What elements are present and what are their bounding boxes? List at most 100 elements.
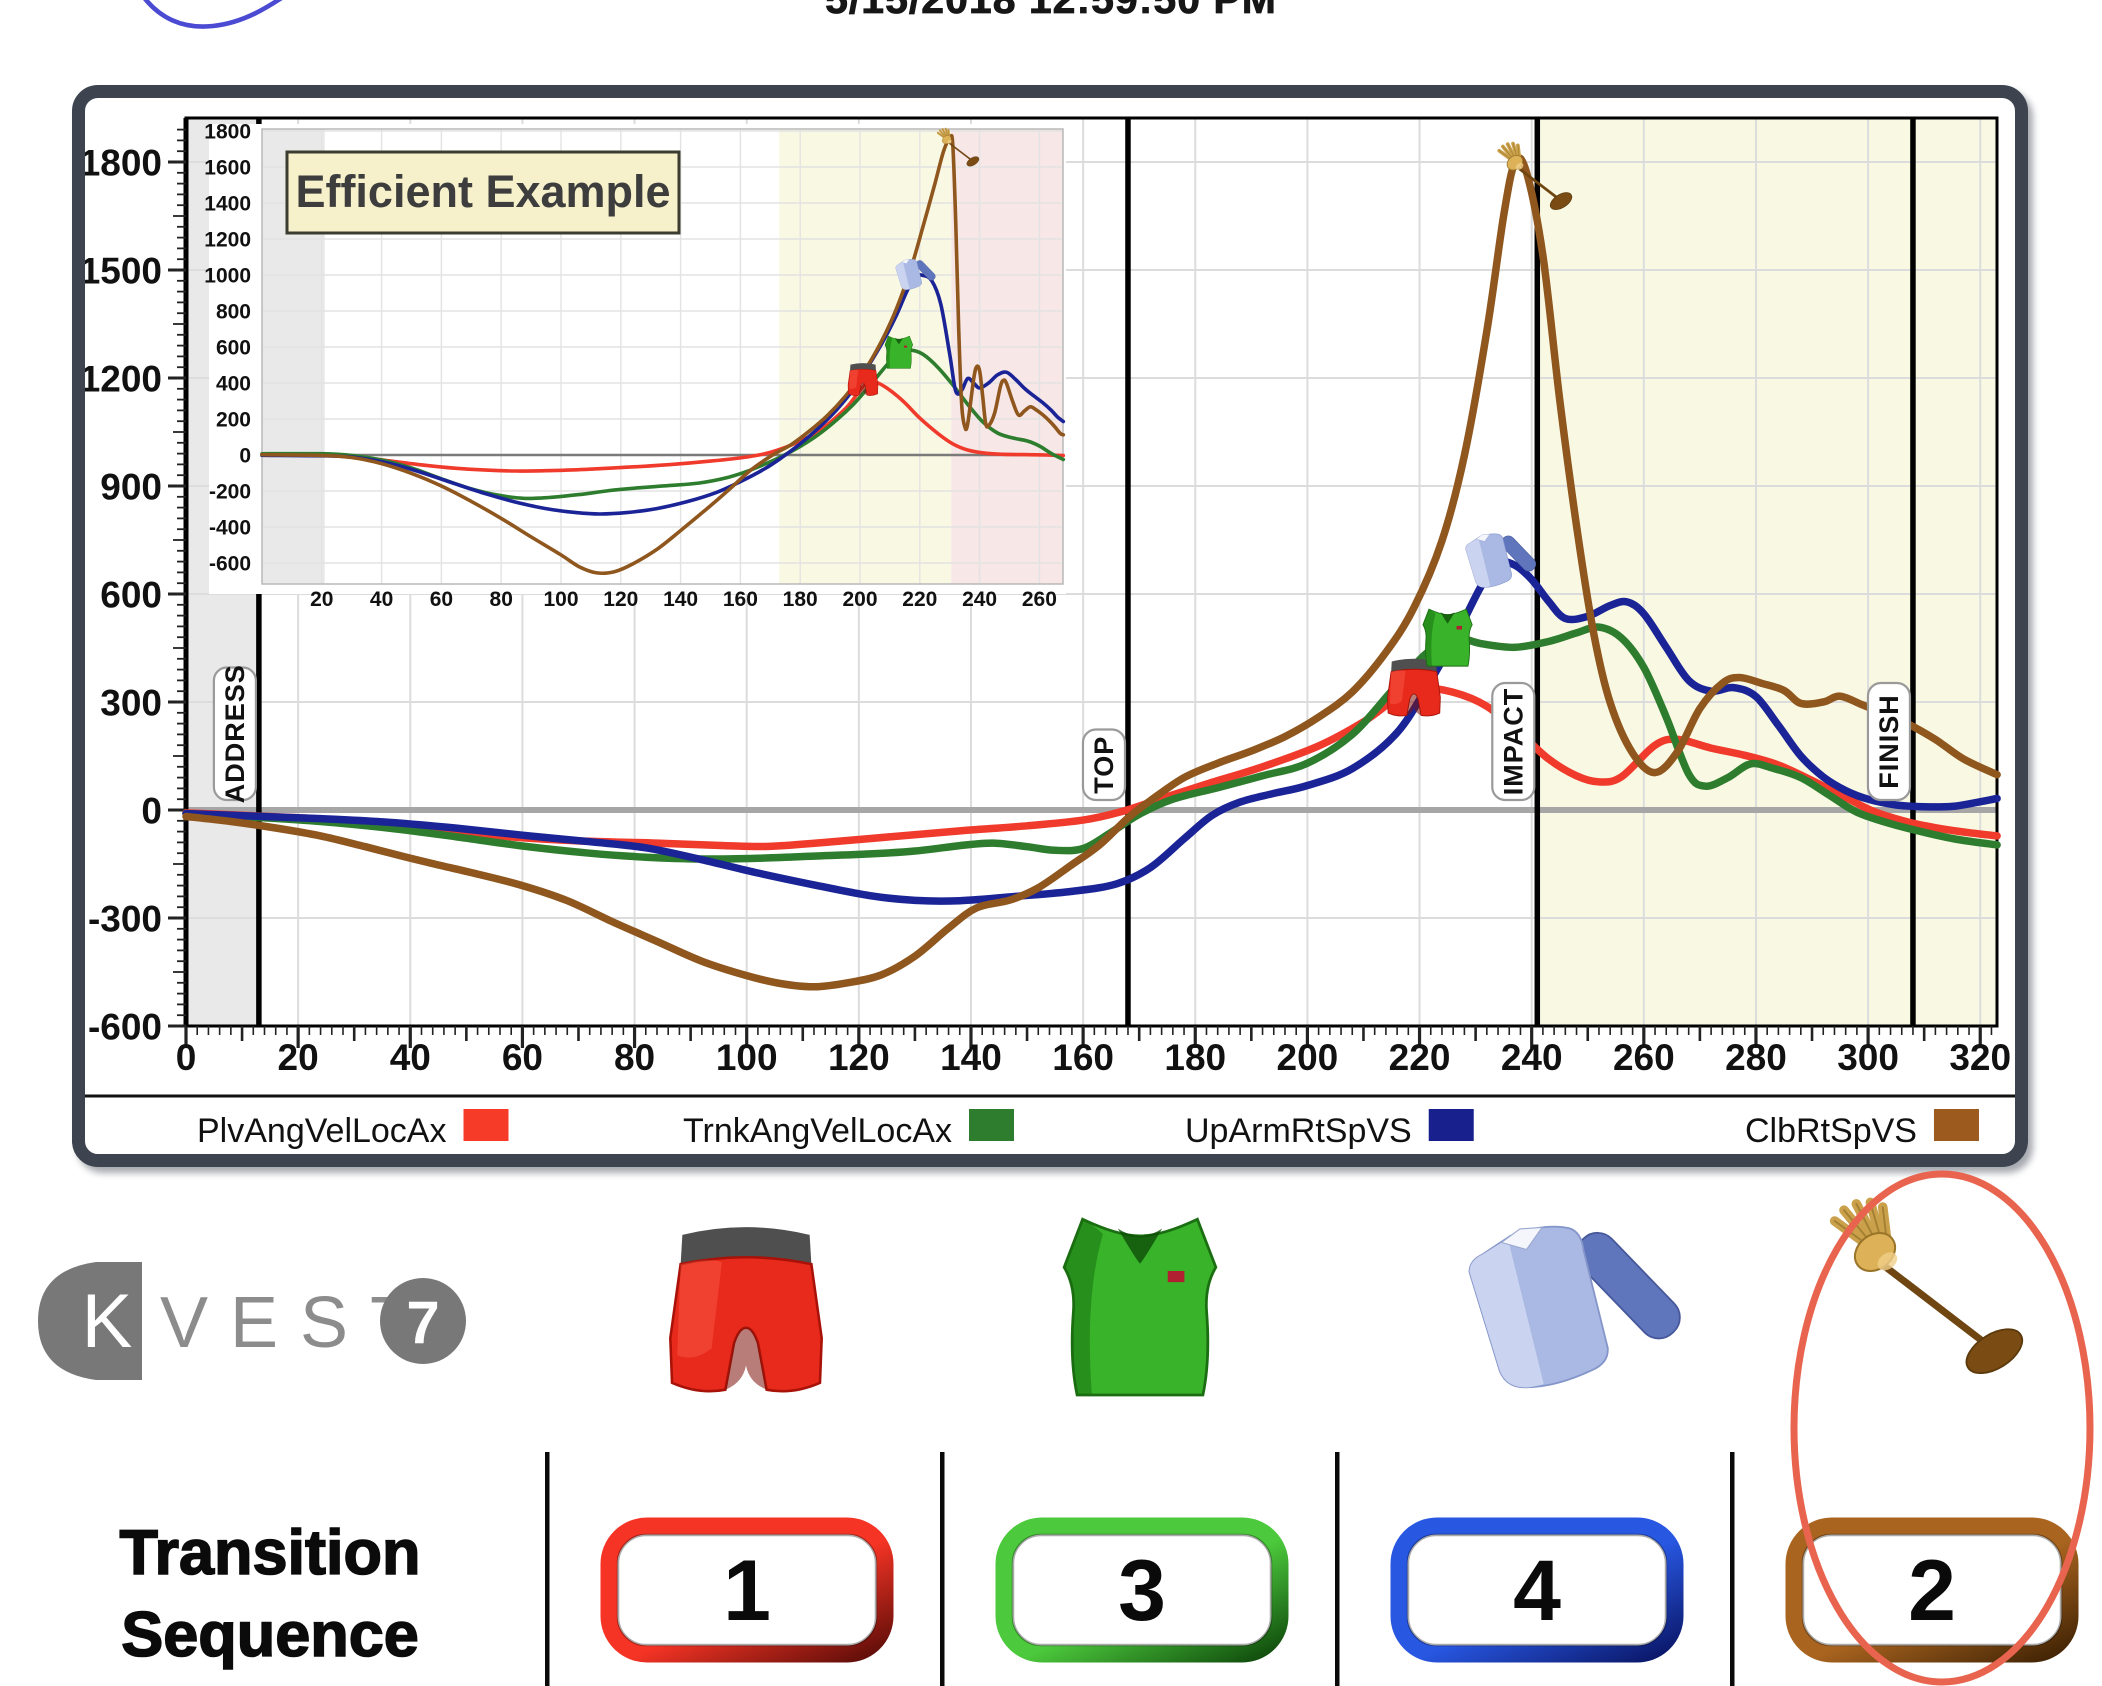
- transition-sequence-label: Transition Sequence: [0, 1512, 540, 1676]
- event-pill-box: [1866, 681, 1912, 802]
- glove-finger: [1851, 1199, 1883, 1251]
- shorts-waistband: [680, 1227, 812, 1265]
- inset-title-background: [285, 150, 681, 235]
- glove-finger-line: [1833, 1220, 1870, 1247]
- y-axis-label: 1500: [85, 250, 162, 291]
- glove-finger: [1865, 1197, 1888, 1251]
- x-axis-label: 240: [1501, 1037, 1563, 1078]
- phase-region: [951, 129, 1064, 584]
- shirt-collar: [1500, 1226, 1544, 1251]
- club-marker-icon: [936, 127, 980, 167]
- event-pill-address: ADDRESS: [212, 664, 257, 803]
- shirt-highlight: [1469, 1238, 1544, 1388]
- x-axis-label: 160: [723, 588, 758, 611]
- shorts-shading: [725, 1327, 767, 1390]
- legend-swatch-blue: [1428, 1109, 1474, 1141]
- x-axis-label: 200: [842, 588, 877, 611]
- glove-highlight: [1515, 162, 1524, 170]
- x-axis-label: 40: [370, 588, 393, 611]
- y-axis-label: 1000: [204, 265, 251, 288]
- kvest-logo-k-block: [38, 1262, 142, 1380]
- x-axis-label: 240: [962, 588, 997, 611]
- x-axis-label: 140: [663, 588, 698, 611]
- y-axis-label: 1800: [204, 121, 251, 144]
- x-axis-label: 280: [1725, 1037, 1787, 1078]
- vest-body: [1062, 1217, 1218, 1397]
- y-axis-label: 1200: [204, 229, 251, 252]
- shorts-highlight: [677, 1260, 722, 1358]
- legend-label: UpArmRtSpVS: [1185, 1112, 1412, 1150]
- vest-marker-icon: [884, 335, 914, 369]
- vest-logo-patch: [1456, 625, 1462, 630]
- y-axis-label: 1800: [85, 142, 162, 183]
- legend-label: PlvAngVelLocAx: [197, 1112, 447, 1150]
- shirt-body: [1468, 1225, 1609, 1389]
- y-axis-label: 0: [239, 445, 251, 468]
- vest-shading: [1422, 609, 1436, 667]
- sequence-box-inner-edge: [1406, 1533, 1668, 1647]
- transition-line1: Transition: [119, 1517, 422, 1589]
- x-axis-label: 20: [310, 588, 333, 611]
- sequence-box-club: 2: [1785, 1517, 2079, 1663]
- club-marker-icon: [1497, 141, 1573, 210]
- x-axis-label: 0: [176, 1037, 197, 1078]
- club-head: [966, 156, 980, 167]
- x-axis-label: 320: [1949, 1037, 2011, 1078]
- y-axis-label: 1200: [85, 358, 162, 399]
- y-axis-label: 1600: [204, 157, 251, 180]
- shorts-highlight: [1389, 670, 1406, 705]
- glove-finger: [1839, 1205, 1879, 1251]
- sequence-box-pelvis: 1: [600, 1517, 894, 1663]
- event-pill-label: IMPACT: [1498, 688, 1528, 796]
- shirt-sleeve: [915, 260, 936, 281]
- x-axis-label: 120: [828, 1037, 890, 1078]
- sequence-number-4: 4: [1513, 1543, 1561, 1639]
- shirt-collar: [901, 259, 910, 264]
- x-axis-label: 220: [902, 588, 937, 611]
- event-pill-label: TOP: [1089, 736, 1119, 794]
- club-shaft: [947, 141, 972, 161]
- legend-label: TrnkAngVelLocAx: [683, 1112, 952, 1150]
- club-head: [1549, 192, 1573, 210]
- vest-shading: [884, 336, 893, 369]
- sequence-box-border: [1785, 1517, 2079, 1663]
- series-PlvAngVelLocAx: [260, 379, 1066, 473]
- vest-collar: [894, 337, 903, 345]
- x-axis-label: 220: [1389, 1037, 1451, 1078]
- glove-finger-line: [1843, 1209, 1875, 1247]
- vest-shading: [1064, 1219, 1103, 1395]
- shorts-icon-large: [669, 1227, 823, 1393]
- x-axis-label: 120: [603, 588, 638, 611]
- sequence-box-inner-edge: [1011, 1533, 1273, 1647]
- y-axis-label: 800: [216, 301, 251, 324]
- glove-finger-line: [1855, 1203, 1880, 1247]
- vest-logo-patch: [1167, 1271, 1185, 1283]
- x-axis-label: 100: [716, 1037, 778, 1078]
- vest-collar: [1117, 1228, 1163, 1264]
- kvest-logo-circle: [380, 1278, 466, 1364]
- glove-finger: [1877, 1202, 1893, 1251]
- event-pill-label: FINISH: [1874, 694, 1904, 789]
- event-pill-impact: IMPACT: [1491, 681, 1536, 802]
- phase-region: [779, 129, 952, 584]
- x-axis-label: 180: [783, 588, 818, 611]
- y-axis-label: 900: [100, 466, 162, 507]
- vest-icon-large: [1062, 1217, 1218, 1397]
- x-axis-label: 300: [1837, 1037, 1899, 1078]
- sequence-box-torso: 3: [995, 1517, 1289, 1663]
- sequence-box-lead-arm: 4: [1390, 1517, 1684, 1663]
- shorts-highlight: [849, 369, 859, 389]
- shorts-waistband: [1391, 658, 1437, 672]
- sequence-number-3: 3: [1118, 1543, 1166, 1639]
- kvest-logo-vest: VEST: [160, 1283, 436, 1363]
- glove-highlight: [947, 139, 952, 144]
- x-axis-label: 60: [430, 588, 453, 611]
- y-axis-label: 300: [100, 682, 162, 723]
- legend-label: ClbRtSpVS: [1745, 1112, 1917, 1150]
- x-axis-label: 200: [1277, 1037, 1339, 1078]
- event-pill-box: [1081, 728, 1127, 802]
- column-divider: [1335, 1452, 1340, 1686]
- y-axis-label: 600: [100, 574, 162, 615]
- legend-swatch-red: [463, 1109, 509, 1141]
